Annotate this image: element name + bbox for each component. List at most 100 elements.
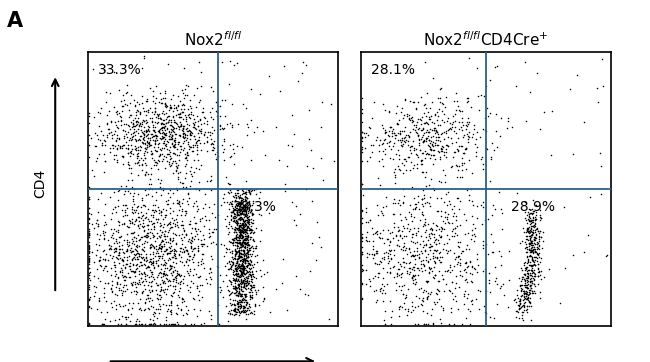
Point <box>236 298 246 304</box>
Point <box>181 311 192 317</box>
Point <box>132 257 142 262</box>
Point <box>232 298 242 304</box>
Point <box>237 215 248 221</box>
Point <box>255 91 265 97</box>
Point <box>536 235 546 240</box>
Point <box>517 274 527 280</box>
Point <box>158 262 168 268</box>
Point <box>93 196 103 202</box>
Point <box>172 219 182 225</box>
Point <box>142 98 153 104</box>
Point <box>239 296 249 302</box>
Point <box>234 194 244 200</box>
Point <box>365 142 376 148</box>
Point <box>395 211 405 216</box>
Point <box>242 195 252 201</box>
Point <box>117 242 127 248</box>
Point <box>230 233 240 239</box>
Point <box>135 259 145 265</box>
Point <box>437 246 448 252</box>
Point <box>166 254 177 260</box>
Point <box>405 167 415 172</box>
Point <box>406 218 417 224</box>
Point <box>526 240 537 246</box>
Point <box>109 264 120 270</box>
Point <box>228 268 239 274</box>
Point <box>163 117 174 123</box>
Point <box>133 144 143 150</box>
Point <box>162 62 173 67</box>
Point <box>156 222 166 228</box>
Point <box>162 197 173 203</box>
Point <box>131 251 142 257</box>
Point <box>240 260 250 266</box>
Point <box>421 105 432 111</box>
Point <box>384 242 394 248</box>
Point <box>233 303 244 308</box>
Point <box>595 164 606 169</box>
Point <box>217 59 228 65</box>
Point <box>368 238 378 244</box>
Point <box>525 247 536 252</box>
Point <box>231 289 241 295</box>
Point <box>413 321 423 327</box>
Point <box>242 262 252 268</box>
Point <box>151 280 162 286</box>
Point <box>114 269 125 275</box>
Point <box>112 145 122 151</box>
Point <box>250 191 261 197</box>
Point <box>160 228 170 233</box>
Point <box>233 284 243 290</box>
Point <box>100 257 110 263</box>
Point <box>127 281 138 287</box>
Point <box>520 277 530 283</box>
Point <box>88 173 99 179</box>
Point <box>523 216 534 222</box>
Point <box>242 258 252 264</box>
Point <box>100 219 110 225</box>
Point <box>232 240 242 245</box>
Point <box>526 223 536 228</box>
Point <box>150 105 161 111</box>
Point <box>106 234 116 240</box>
Point <box>110 205 120 210</box>
Point <box>223 266 233 272</box>
Point <box>481 310 491 316</box>
Point <box>171 163 181 169</box>
Point <box>231 311 241 317</box>
Point <box>311 219 322 225</box>
Point <box>179 130 189 135</box>
Point <box>231 212 242 218</box>
Point <box>147 150 157 156</box>
Point <box>224 206 235 211</box>
Point <box>260 152 270 157</box>
Point <box>127 146 137 152</box>
Point <box>328 158 339 164</box>
Point <box>233 122 243 127</box>
Point <box>84 272 94 278</box>
Point <box>241 105 252 111</box>
Point <box>84 240 94 245</box>
Point <box>232 245 242 251</box>
Point <box>254 211 264 217</box>
Point <box>179 298 189 303</box>
Text: 28.9%: 28.9% <box>511 200 555 214</box>
Point <box>177 134 188 139</box>
Point <box>246 117 257 123</box>
Point <box>370 137 381 143</box>
Point <box>523 228 534 234</box>
Point <box>114 281 125 287</box>
Point <box>244 191 255 197</box>
Point <box>161 102 171 108</box>
Point <box>518 288 528 294</box>
Point <box>227 225 237 231</box>
Point <box>140 299 150 305</box>
Point <box>119 220 129 226</box>
Point <box>161 154 171 160</box>
Point <box>526 268 537 273</box>
Point <box>140 306 150 312</box>
Point <box>178 131 188 136</box>
Point <box>151 260 161 265</box>
Point <box>185 111 196 117</box>
Point <box>161 262 171 268</box>
